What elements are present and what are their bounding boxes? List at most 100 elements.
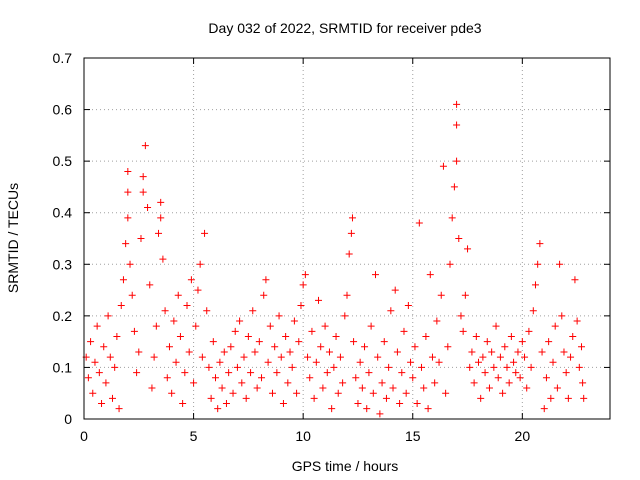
data-point — [255, 338, 263, 346]
data-point — [91, 358, 99, 366]
data-point — [560, 348, 568, 356]
data-point — [159, 255, 167, 263]
data-point — [551, 322, 559, 330]
data-point — [168, 389, 176, 397]
data-point — [277, 353, 285, 361]
data-point — [317, 343, 325, 351]
data-point — [124, 188, 132, 196]
data-point — [527, 363, 535, 371]
data-point — [415, 219, 423, 227]
data-point — [424, 405, 432, 413]
data-point — [139, 188, 147, 196]
data-point — [262, 276, 270, 284]
data-point — [426, 271, 434, 279]
data-point — [435, 358, 443, 366]
data-point — [571, 276, 579, 284]
data-point — [268, 389, 276, 397]
y-tick-label: 0.3 — [53, 256, 73, 272]
data-point — [450, 183, 458, 191]
data-point — [428, 353, 436, 361]
data-point — [453, 121, 461, 129]
data-point — [542, 374, 550, 382]
data-point — [475, 358, 482, 366]
y-axis-label: SRMTID / TECUs — [5, 183, 21, 293]
data-point — [407, 358, 415, 366]
y-tick-label: 0.1 — [53, 359, 73, 375]
data-point — [95, 369, 103, 377]
data-point — [187, 276, 195, 284]
data-point — [345, 250, 353, 258]
data-point — [260, 291, 268, 299]
y-tick-label: 0.2 — [53, 308, 73, 324]
data-point — [172, 358, 180, 366]
data-point — [209, 338, 217, 346]
data-point — [448, 214, 456, 222]
grid-lines — [84, 58, 610, 419]
data-point — [481, 369, 489, 377]
data-point — [124, 214, 132, 222]
data-point — [87, 338, 95, 346]
data-point — [468, 348, 476, 356]
data-point — [290, 317, 298, 325]
data-point — [369, 389, 377, 397]
data-point — [567, 353, 575, 361]
data-point — [146, 281, 154, 289]
data-point — [218, 384, 226, 392]
data-point — [113, 332, 121, 340]
data-point — [332, 332, 340, 340]
data-point — [549, 358, 557, 366]
data-point — [371, 271, 379, 279]
data-point — [431, 379, 439, 387]
data-point — [510, 358, 518, 366]
data-point — [240, 353, 248, 361]
data-point — [282, 332, 290, 340]
data-point — [119, 276, 127, 284]
data-point — [108, 394, 116, 402]
data-point — [148, 384, 156, 392]
data-point — [387, 307, 395, 315]
x-tick-label: 0 — [80, 428, 88, 444]
data-point — [580, 394, 588, 402]
data-point — [325, 348, 333, 356]
data-point — [536, 240, 544, 248]
data-point — [347, 229, 355, 237]
data-point — [470, 379, 478, 387]
data-point — [157, 214, 165, 222]
data-point — [117, 302, 125, 310]
data-point — [437, 291, 445, 299]
data-point — [531, 281, 539, 289]
data-point — [494, 374, 502, 382]
data-point — [104, 312, 112, 320]
data-point — [433, 317, 441, 325]
data-point — [393, 348, 401, 356]
data-point — [115, 405, 123, 413]
data-point — [472, 332, 480, 340]
data-point — [534, 260, 542, 268]
data-point — [124, 167, 132, 175]
data-point — [529, 307, 537, 315]
data-point — [238, 379, 246, 387]
data-point — [374, 353, 382, 361]
data-points — [82, 100, 588, 418]
data-point — [573, 317, 581, 325]
data-point — [222, 400, 230, 408]
data-point — [179, 400, 187, 408]
data-point — [106, 353, 114, 361]
data-point — [144, 204, 152, 212]
data-point — [398, 369, 406, 377]
data-point — [523, 384, 531, 392]
data-point — [341, 312, 349, 320]
data-point — [334, 389, 342, 397]
x-axis-label: GPS time / hours — [292, 458, 399, 474]
data-point — [411, 343, 419, 351]
data-point — [354, 400, 362, 408]
data-point — [308, 327, 316, 335]
data-point — [516, 374, 524, 382]
data-point — [321, 322, 329, 330]
data-point — [181, 369, 189, 377]
data-point — [464, 245, 472, 253]
data-point — [457, 312, 465, 320]
data-point — [579, 379, 587, 387]
data-point — [102, 379, 110, 387]
data-point — [128, 291, 136, 299]
